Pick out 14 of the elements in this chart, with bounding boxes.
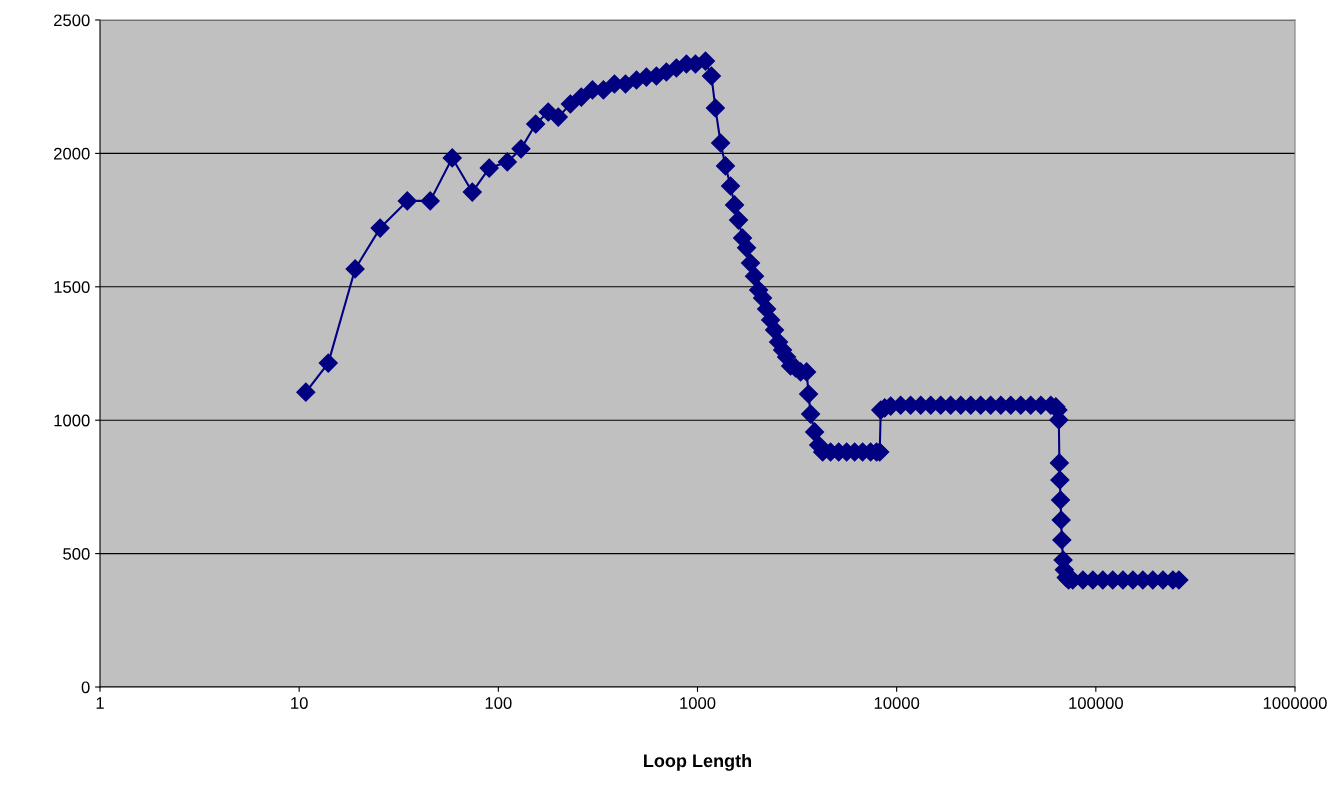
- x-tick-label: 100000: [1069, 697, 1123, 709]
- y-tick-label: 500: [63, 548, 90, 560]
- y-tick-label: 1000: [54, 414, 90, 427]
- x-tick-label: 10: [291, 697, 308, 709]
- x-tick-label: 100: [485, 697, 512, 709]
- x-tick-label: 1: [96, 697, 104, 709]
- x-tick-label: 1000: [680, 697, 716, 709]
- x-tick-label: 1000000: [1263, 697, 1327, 709]
- y-tick-label: 2000: [54, 147, 90, 160]
- x-axis-title: Loop Length: [644, 753, 752, 771]
- y-tick-label: 1500: [54, 281, 90, 293]
- y-tick-label: 2500: [54, 14, 90, 27]
- x-tick-label: 10000: [874, 697, 920, 709]
- y-tick-label: 0: [81, 681, 90, 694]
